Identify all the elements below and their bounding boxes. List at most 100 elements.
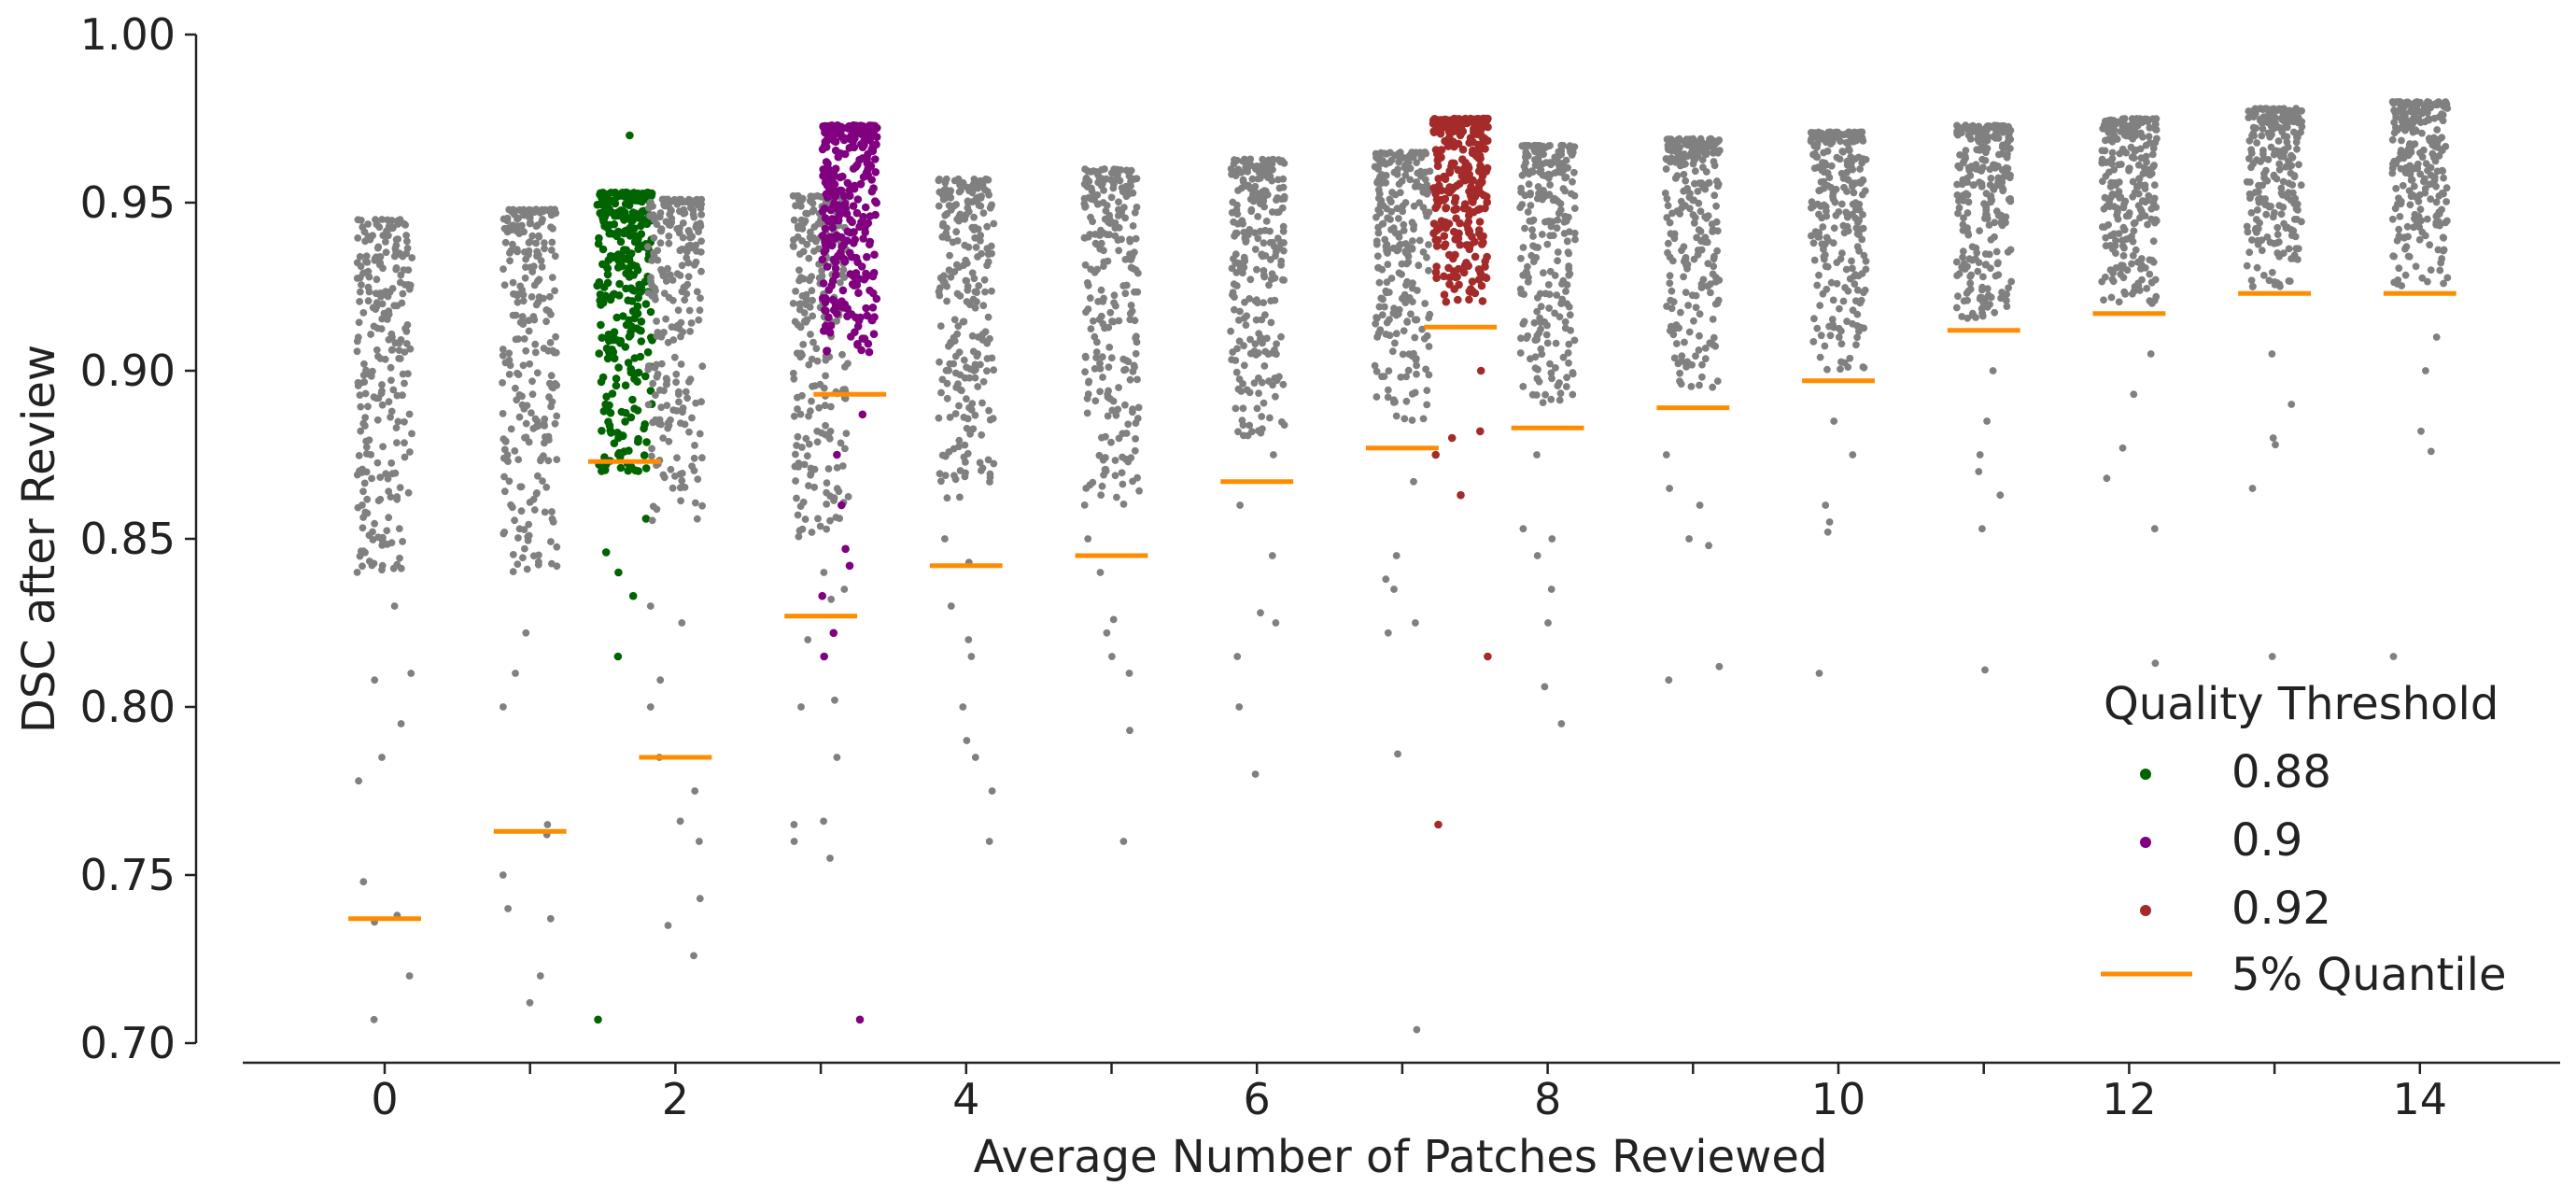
data-point-outlier: [820, 569, 828, 576]
data-point: [846, 228, 855, 237]
data-point: [387, 346, 396, 354]
data-point: [2440, 247, 2447, 255]
data-point: [2416, 205, 2425, 214]
data-point: [860, 275, 868, 284]
data-point: [1711, 278, 1720, 286]
data-point: [516, 483, 525, 491]
data-point: [1843, 222, 1851, 231]
data-point: [634, 437, 642, 446]
data-point: [1400, 220, 1408, 229]
data-point: [795, 250, 804, 258]
data-point: [2153, 134, 2161, 143]
data-point: [516, 282, 525, 290]
data-point: [793, 494, 800, 502]
data-point: [790, 236, 797, 244]
data-point: [1812, 153, 1821, 161]
data-point: [1431, 268, 1441, 276]
data-point: [1082, 485, 1091, 492]
data-point: [988, 354, 996, 362]
data-point: [838, 233, 846, 242]
data-point: [1998, 183, 2006, 191]
data-point-outlier: [359, 878, 368, 886]
data-point: [2422, 102, 2430, 110]
data-point: [824, 286, 833, 294]
data-point: [863, 311, 871, 320]
data-point: [542, 306, 551, 314]
data-point: [984, 456, 992, 464]
data-point: [640, 420, 649, 429]
data-point: [955, 263, 964, 271]
data-point: [1110, 165, 1119, 174]
data-point: [1992, 129, 2000, 137]
data-point: [621, 417, 629, 426]
data-point: [2412, 126, 2420, 134]
data-point: [387, 407, 396, 416]
data-point: [1678, 247, 1685, 255]
data-point: [1243, 312, 1251, 320]
data-point: [1398, 177, 1406, 185]
data-point: [1122, 281, 1131, 289]
data-point: [541, 508, 549, 516]
data-point: [1240, 431, 1247, 440]
data-point: [1097, 286, 1105, 294]
data-point: [511, 447, 519, 455]
data-point: [367, 331, 374, 338]
data-point: [354, 333, 362, 341]
data-point: [1664, 202, 1672, 210]
data-point: [1240, 361, 1248, 370]
data-point: [1565, 264, 1573, 273]
data-point: [823, 479, 831, 487]
data-point: [1255, 191, 1262, 199]
data-point: [807, 228, 814, 236]
data-point: [633, 406, 642, 415]
data-point: [1119, 501, 1128, 508]
data-point: [522, 255, 529, 263]
data-point: [987, 242, 995, 250]
data-point: [1093, 200, 1102, 208]
data-point: [1813, 143, 1821, 151]
data-point: [1415, 236, 1424, 245]
data-point-outlier: [628, 591, 638, 600]
data-point: [1087, 265, 1095, 274]
data-point: [1456, 219, 1464, 228]
data-point: [1809, 239, 1818, 247]
data-point: [361, 389, 370, 398]
data-point-outlier: [646, 703, 655, 711]
data-point: [2108, 155, 2117, 162]
data-point-outlier: [858, 410, 867, 419]
data-point: [819, 279, 828, 288]
data-point: [378, 315, 387, 323]
data-point: [1134, 269, 1142, 277]
data-point: [385, 335, 393, 344]
data-point-outlier: [1823, 528, 1832, 536]
data-point: [548, 274, 556, 281]
data-point: [1482, 115, 1490, 124]
data-point: [614, 291, 624, 300]
data-point: [1111, 219, 1119, 227]
data-point: [953, 215, 962, 223]
data-point: [2146, 139, 2154, 147]
data-point: [971, 288, 979, 296]
data-point: [830, 131, 838, 139]
data-point: [1985, 221, 1993, 229]
data-point: [2269, 125, 2277, 134]
data-point: [955, 436, 964, 445]
data-point: [2243, 177, 2251, 186]
data-point: [1823, 365, 1831, 374]
data-point: [1271, 346, 1278, 354]
data-point: [2439, 167, 2447, 176]
y-tick-label: 0.80: [80, 682, 176, 732]
data-point: [1426, 310, 1434, 318]
data-point: [356, 552, 364, 560]
data-point: [364, 402, 372, 411]
data-point-outlier: [1412, 619, 1419, 627]
data-point: [1537, 303, 1545, 311]
data-point: [1552, 196, 1560, 205]
data-point: [362, 437, 370, 445]
data-point: [2443, 217, 2451, 225]
data-point: [687, 319, 696, 327]
data-point: [1533, 307, 1541, 316]
data-point: [842, 430, 851, 437]
data-point: [2001, 144, 2009, 151]
data-point: [1232, 404, 1240, 413]
